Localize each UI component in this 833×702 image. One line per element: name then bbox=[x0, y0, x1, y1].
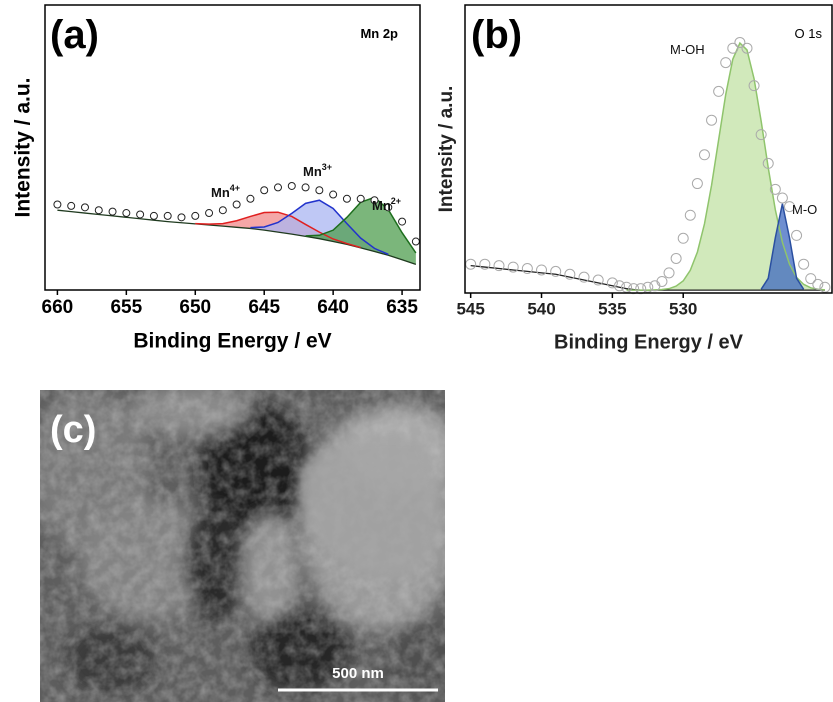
data-point bbox=[95, 207, 102, 214]
data-point bbox=[728, 43, 738, 53]
data-point bbox=[806, 274, 816, 284]
scale-bar-label: 500 nm bbox=[332, 665, 384, 682]
data-point bbox=[685, 210, 695, 220]
data-point bbox=[192, 212, 199, 219]
x-tick-label: 650 bbox=[179, 297, 211, 318]
data-point bbox=[792, 230, 802, 240]
panel-label: (b) bbox=[471, 13, 522, 57]
panel-label: (c) bbox=[50, 409, 96, 451]
data-point bbox=[150, 212, 157, 219]
data-point bbox=[109, 208, 116, 215]
data-point bbox=[692, 179, 702, 189]
data-point bbox=[636, 284, 646, 294]
data-point bbox=[123, 210, 130, 217]
x-tick-label: 640 bbox=[317, 297, 349, 318]
data-point bbox=[466, 259, 476, 269]
data-point bbox=[343, 195, 350, 202]
data-point bbox=[316, 187, 323, 194]
peak-label: Mn2+ bbox=[372, 196, 401, 213]
peak-label-text: M-O bbox=[792, 202, 817, 217]
x-axis-label: Binding Energy / eV bbox=[554, 331, 744, 353]
data-point bbox=[164, 212, 171, 219]
y-axis-label: Intensity / a.u. bbox=[12, 77, 35, 217]
data-point bbox=[274, 184, 281, 191]
x-tick-label: 635 bbox=[386, 297, 418, 318]
data-point bbox=[288, 182, 295, 189]
peak-label-sup: 2+ bbox=[391, 196, 401, 206]
data-point bbox=[357, 195, 364, 202]
data-point bbox=[699, 150, 709, 160]
data-point bbox=[233, 201, 240, 208]
peak-label-text: Mn bbox=[211, 185, 230, 200]
page: (c) 500 nm Mn4+Mn3+Mn2+66065565064564063… bbox=[0, 0, 833, 702]
data-point bbox=[671, 253, 681, 263]
peak-label: Mn4+ bbox=[211, 183, 240, 200]
x-tick-label: 660 bbox=[42, 297, 74, 318]
data-point bbox=[777, 193, 787, 203]
peak-label-sup: 4+ bbox=[230, 183, 240, 193]
x-tick-label: 530 bbox=[669, 299, 697, 318]
y-axis-label: Intensity / a.u. bbox=[436, 86, 457, 213]
peak-label-text: Mn bbox=[372, 198, 391, 213]
x-tick-label: 540 bbox=[527, 299, 555, 318]
x-tick-label: 545 bbox=[456, 299, 484, 318]
data-point bbox=[678, 233, 688, 243]
data-point bbox=[707, 115, 717, 125]
data-point bbox=[178, 214, 185, 221]
peak-label: M-O bbox=[792, 202, 817, 217]
chart-title: Mn 2p bbox=[360, 26, 398, 41]
data-point bbox=[664, 268, 674, 278]
data-point bbox=[399, 218, 406, 225]
data-point bbox=[219, 207, 226, 214]
data-point bbox=[302, 184, 309, 191]
data-point bbox=[330, 191, 337, 198]
x-tick-label: 645 bbox=[248, 297, 280, 318]
x-tick-label: 655 bbox=[110, 297, 142, 318]
data-point bbox=[206, 210, 213, 217]
data-point bbox=[714, 86, 724, 96]
data-point bbox=[81, 204, 88, 211]
data-point bbox=[137, 211, 144, 218]
figure: (c) 500 nm Mn4+Mn3+Mn2+66065565064564063… bbox=[0, 0, 833, 702]
panel-label: (a) bbox=[50, 13, 99, 57]
x-tick-label: 535 bbox=[598, 299, 626, 318]
data-point bbox=[657, 276, 667, 286]
peak-area bbox=[627, 43, 825, 290]
peak-label-sup: 3+ bbox=[322, 162, 332, 172]
data-point bbox=[721, 58, 731, 68]
data-point bbox=[799, 259, 809, 269]
x-axis-label: Binding Energy / eV bbox=[133, 330, 331, 353]
data-point bbox=[247, 195, 254, 202]
peak-label: Mn3+ bbox=[303, 162, 332, 179]
peak-label: M-OH bbox=[670, 42, 705, 57]
data-point bbox=[54, 201, 61, 208]
peak-label-text: M-OH bbox=[670, 42, 705, 57]
data-point bbox=[261, 187, 268, 194]
chart-title: O 1s bbox=[795, 26, 823, 41]
peak-label-text: Mn bbox=[303, 164, 322, 179]
chart: M-OH M-O 545 540 535 530 Binding Energy / eV In… bbox=[436, 5, 832, 353]
data-point bbox=[412, 238, 419, 245]
data-point bbox=[68, 202, 75, 209]
